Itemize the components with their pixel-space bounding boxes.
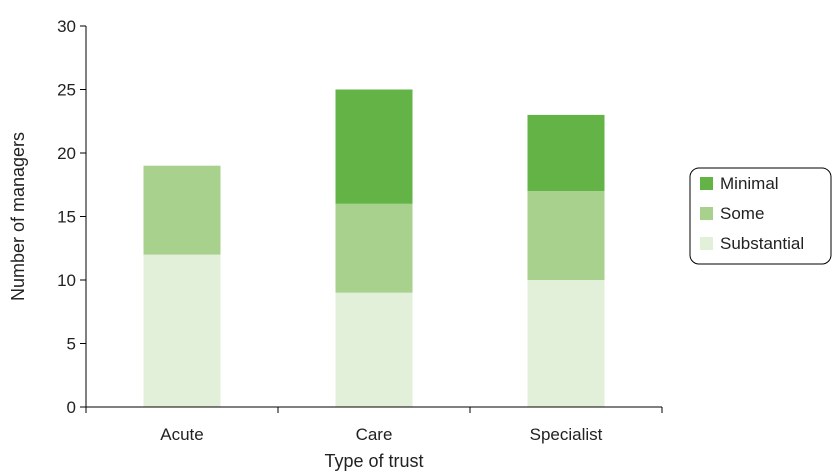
y-tick-label: 25: [57, 81, 76, 100]
bar-acute-some: [143, 165, 221, 255]
y-tick-label: 5: [67, 335, 76, 354]
legend-label-some: Some: [720, 204, 764, 223]
legend-label-minimal: Minimal: [720, 174, 779, 193]
y-tick-label: 30: [57, 17, 76, 36]
bars-group: [143, 89, 605, 407]
y-ticks-group: 0 5 10 15 20 25 30: [57, 17, 86, 417]
legend-box: [689, 167, 832, 265]
bar-acute-substantial: [143, 254, 221, 407]
y-tick-label: 15: [57, 208, 76, 227]
legend-swatch-substantial: [700, 237, 713, 250]
x-tick-label-specialist: Specialist: [530, 425, 603, 444]
bar-specialist-minimal: [527, 114, 605, 192]
y-tick-label: 0: [67, 398, 76, 417]
y-tick-label: 10: [57, 271, 76, 290]
bar-care-some: [335, 203, 413, 293]
legend-label-substantial: Substantial: [720, 234, 804, 253]
y-tick-label: 20: [57, 144, 76, 163]
x-tick-label-care: Care: [356, 425, 393, 444]
x-axis-title: Type of trust: [324, 451, 423, 471]
legend-swatch-some: [700, 207, 713, 220]
x-tick-label-acute: Acute: [160, 425, 203, 444]
x-ticks-group: Acute Care Specialist: [85, 407, 663, 444]
bar-specialist-substantial: [527, 280, 605, 407]
y-axis-title: Number of managers: [8, 132, 28, 301]
legend-swatch-minimal: [700, 177, 713, 190]
bar-care-minimal: [335, 89, 413, 204]
bar-care-substantial: [335, 292, 413, 407]
legend: Minimal Some Substantial: [689, 167, 832, 265]
bar-specialist-some: [527, 191, 605, 280]
